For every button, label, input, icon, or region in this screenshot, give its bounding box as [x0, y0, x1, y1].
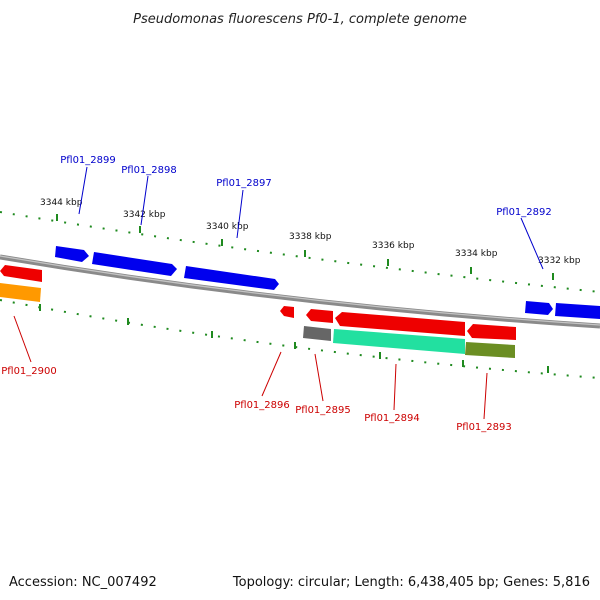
reverse-gene-block-long[interactable] [335, 312, 465, 336]
forward-gene-block-2[interactable] [92, 252, 177, 276]
leader-line [393, 363, 397, 411]
gray-feature-block[interactable] [303, 326, 331, 341]
orange-feature-block[interactable] [0, 283, 41, 302]
reverse-gene-block-right[interactable] [467, 324, 516, 340]
leader-line [13, 315, 32, 363]
major-ticks [39, 214, 554, 373]
gene-label-forward[interactable]: Pfl01_2899 [60, 155, 116, 166]
leader-line [261, 351, 282, 397]
scale-label: 3344 kbp [40, 198, 83, 208]
accession-text: Accession: NC_007492 [9, 575, 157, 590]
forward-gene-block-5[interactable] [555, 303, 600, 319]
reverse-leader-lines [13, 315, 488, 420]
leader-line [314, 353, 324, 402]
gene-label-forward[interactable]: Pfl01_2897 [216, 178, 272, 189]
gene-label-reverse[interactable]: Pfl01_2894 [364, 413, 420, 424]
reverse-gene-block-left[interactable] [0, 265, 42, 282]
scale-label: 3338 kbp [289, 232, 332, 242]
gene-label-reverse[interactable]: Pfl01_2896 [234, 400, 290, 411]
genome-backbone-highlight [0, 255, 600, 326]
forward-gene-block-3[interactable] [184, 266, 279, 290]
forward-tick-ring [0, 211, 600, 293]
leader-line [520, 217, 544, 270]
scale-label: 3334 kbp [455, 249, 498, 259]
map-title: Pseudomonas fluorescens Pf0-1, complete … [133, 12, 467, 27]
gene-label-reverse[interactable]: Pfl01_2893 [456, 422, 512, 433]
forward-gene-block-4[interactable] [525, 301, 553, 315]
leader-line [78, 166, 88, 215]
gene-label-reverse[interactable]: Pfl01_2900 [1, 366, 57, 377]
gene-label-reverse[interactable]: Pfl01_2895 [295, 405, 351, 416]
genome-summary-text: Topology: circular; Length: 6,438,405 bp… [232, 575, 590, 590]
teal-feature-block[interactable] [333, 329, 465, 354]
genome-backbone [0, 254, 600, 329]
leader-line [236, 189, 244, 239]
forward-gene-block-1[interactable] [55, 246, 89, 262]
leader-line [483, 372, 488, 420]
scale-label: 3332 kbp [538, 256, 581, 266]
forward-leader-lines [78, 166, 544, 270]
scale-label: 3336 kbp [372, 241, 415, 251]
scale-label: 3342 kbp [123, 210, 166, 220]
gene-label-forward[interactable]: Pfl01_2892 [496, 207, 552, 218]
reverse-gene-block-2[interactable] [306, 309, 333, 323]
reverse-gene-block-small[interactable] [280, 306, 294, 318]
gene-label-forward[interactable]: Pfl01_2898 [121, 165, 177, 176]
leader-line [140, 175, 149, 226]
scale-label: 3340 kbp [206, 222, 249, 232]
olive-feature-block[interactable] [465, 342, 515, 358]
